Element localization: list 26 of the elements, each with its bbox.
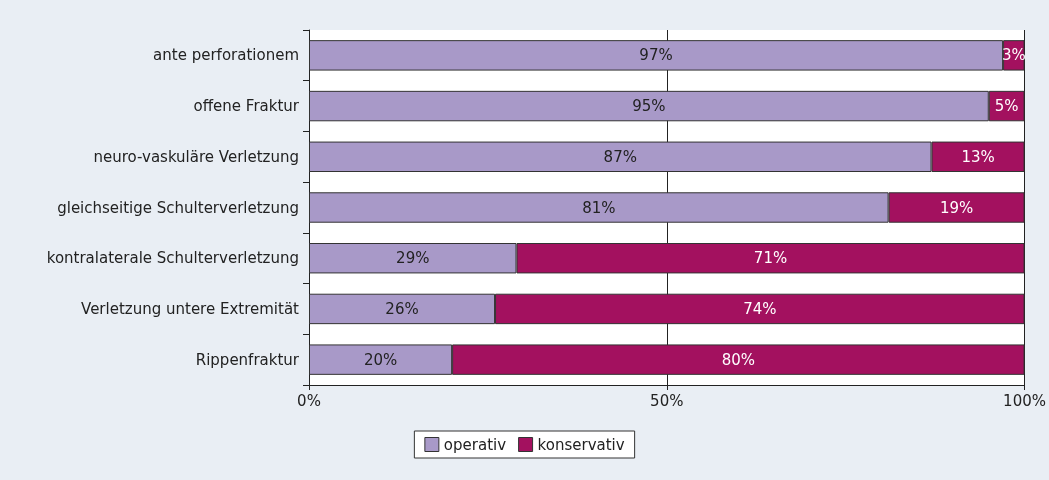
y-tick-label: ante perforationem	[153, 46, 299, 65]
legend-label: operativ	[443, 435, 507, 454]
x-tick-label: 0%	[297, 391, 321, 410]
x-tick-label: 50%	[650, 391, 684, 410]
y-tick-label: kontralaterale Schulterverletzung	[46, 249, 299, 268]
legend-label: konservativ	[537, 435, 625, 454]
data-label: 97%	[639, 46, 673, 65]
data-label: 29%	[396, 249, 430, 268]
y-tick-label: neuro-vaskuläre Verletzung	[93, 147, 299, 166]
data-label: 81%	[582, 198, 616, 217]
data-label: 95%	[632, 97, 666, 116]
y-tick-label: Rippenfraktur	[195, 350, 300, 369]
y-tick-label: gleichseitige Schulterverletzung	[57, 198, 299, 217]
y-tick-label: Verletzung untere Extremität	[81, 299, 300, 318]
data-label: 13%	[961, 147, 995, 166]
data-label: 26%	[385, 299, 419, 318]
data-label: 3%	[1001, 46, 1026, 65]
data-label: 71%	[753, 249, 788, 268]
y-tick-label: offene Fraktur	[193, 97, 300, 116]
data-label: 74%	[743, 299, 777, 318]
data-label: 19%	[939, 198, 974, 217]
x-tick-label: 100%	[1003, 391, 1046, 410]
data-label: 20%	[363, 350, 398, 369]
data-label: 80%	[721, 350, 756, 369]
data-label: 5%	[994, 97, 1019, 116]
data-label: 87%	[603, 147, 637, 166]
